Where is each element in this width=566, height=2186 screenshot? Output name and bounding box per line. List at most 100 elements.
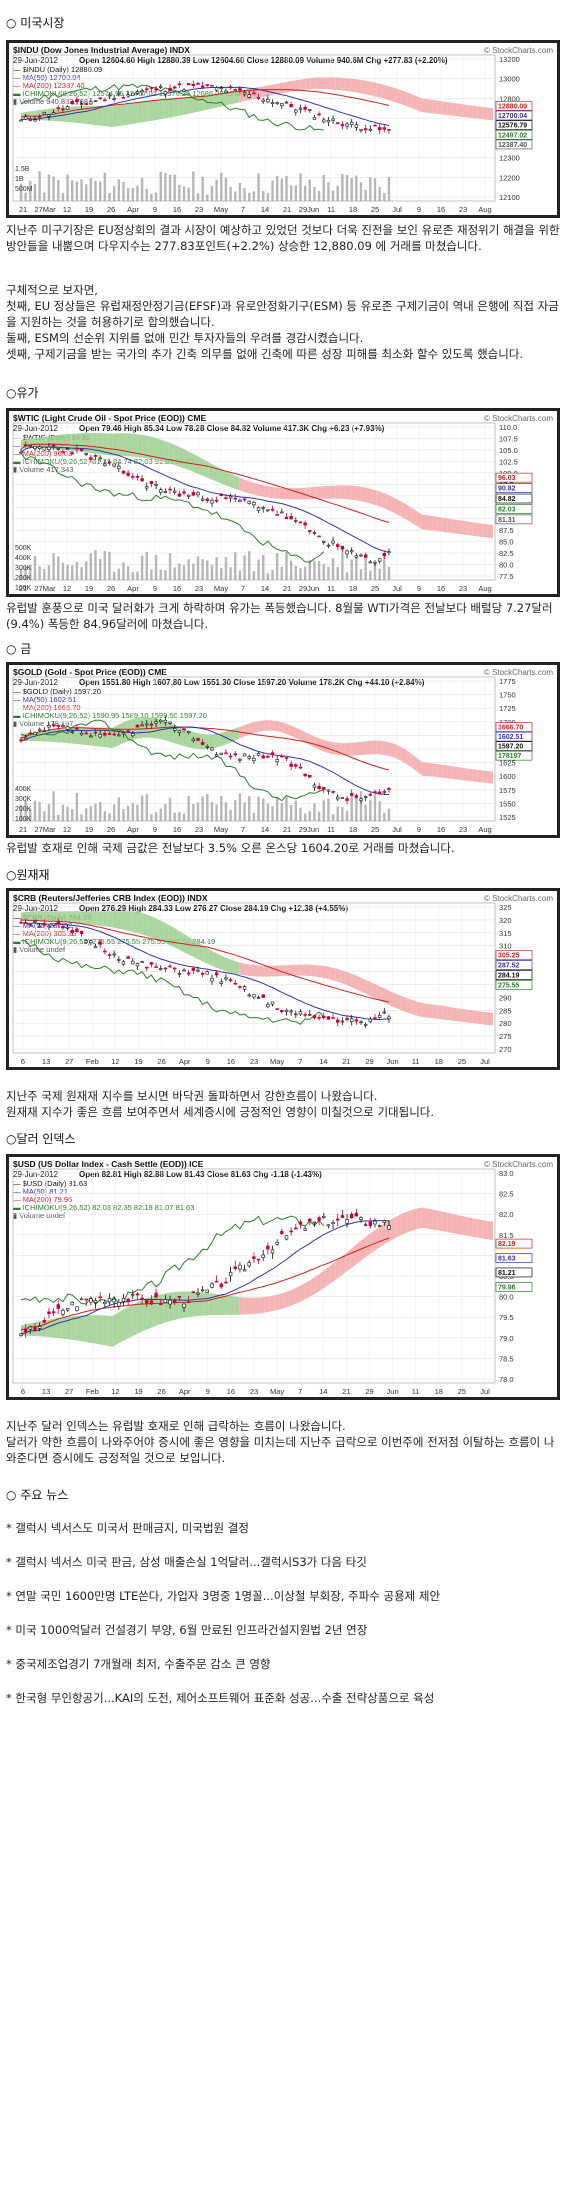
x-tick-label: 26 bbox=[107, 584, 115, 593]
ichimoku-cloud bbox=[193, 1291, 199, 1317]
y-tick-label: 320 bbox=[499, 916, 512, 925]
ichimoku-cloud bbox=[315, 965, 321, 978]
candle-body bbox=[33, 732, 37, 735]
candle-body bbox=[270, 509, 275, 511]
volume-bar bbox=[80, 814, 83, 821]
volume-bar bbox=[317, 561, 321, 580]
candle-body bbox=[261, 1254, 265, 1258]
volume-bar bbox=[322, 563, 325, 580]
ichimoku-cloud bbox=[279, 965, 285, 977]
volume-bar bbox=[192, 171, 195, 201]
x-tick-label: 21 bbox=[19, 205, 27, 214]
ichimoku-cloud bbox=[462, 1009, 468, 1023]
candle-body bbox=[42, 1320, 46, 1323]
candle-body bbox=[363, 128, 368, 131]
last-value-tag bbox=[495, 100, 533, 111]
ichimoku-cloud bbox=[97, 105, 103, 126]
ichimoku-cloud bbox=[350, 742, 356, 756]
ichimoku-cloud bbox=[244, 88, 250, 102]
candle-body bbox=[163, 967, 168, 970]
ichimoku-cloud bbox=[203, 94, 209, 111]
volume-bar bbox=[369, 570, 372, 580]
candle-body bbox=[219, 1283, 223, 1288]
volume-bar bbox=[373, 178, 377, 201]
volume-bar bbox=[201, 796, 204, 821]
ichimoku-cloud bbox=[213, 733, 219, 749]
volume-tick-label: 500K bbox=[15, 545, 32, 552]
ichimoku-cloud bbox=[97, 911, 103, 927]
ichimoku-cloud bbox=[269, 486, 275, 499]
ichimoku-cloud bbox=[350, 973, 356, 990]
candle-body bbox=[56, 448, 60, 450]
candle-body bbox=[308, 109, 312, 111]
ichimoku-cloud bbox=[376, 1225, 382, 1250]
ichimoku-cloud bbox=[310, 77, 316, 89]
candle-body bbox=[242, 498, 247, 501]
ichimoku-cloud bbox=[457, 103, 463, 117]
ichimoku-cloud bbox=[371, 488, 377, 506]
ichimoku-cloud bbox=[432, 1209, 438, 1231]
ichimoku-cloud bbox=[163, 921, 169, 945]
x-tick-label: 21 bbox=[283, 825, 291, 834]
candle-body bbox=[23, 116, 28, 120]
candle-body bbox=[126, 472, 130, 476]
candle-body bbox=[270, 102, 275, 104]
ichimoku-cloud bbox=[462, 104, 468, 118]
volume-bar bbox=[196, 802, 200, 821]
x-tick-label: 16 bbox=[437, 825, 445, 834]
candle-body bbox=[154, 88, 158, 91]
candle-body bbox=[308, 1218, 312, 1222]
x-tick-label: 19 bbox=[134, 1057, 142, 1066]
candle-body bbox=[228, 979, 233, 981]
candle-body bbox=[349, 1018, 354, 1022]
ichimoku-cloud bbox=[325, 740, 331, 754]
candle-body bbox=[359, 129, 363, 131]
volume-bar bbox=[364, 555, 367, 580]
us-market-summary: 지난주 미구기장은 EU정상회의 결과 시장이 예상하고 있었던 것보다 더욱 … bbox=[6, 222, 560, 254]
candle-body bbox=[79, 732, 84, 736]
ichimoku-cloud bbox=[147, 717, 153, 738]
last-value-label: 90.82 bbox=[498, 486, 516, 493]
candle-body bbox=[121, 97, 126, 99]
candle-body bbox=[28, 732, 33, 735]
candle-body bbox=[173, 728, 177, 731]
ichimoku-cloud bbox=[259, 720, 265, 732]
chart-legend-price: — $GOLD (Daily) 1597.20 bbox=[13, 687, 101, 696]
candle-body bbox=[275, 102, 279, 105]
candle-body bbox=[214, 972, 219, 976]
candle-body bbox=[103, 950, 107, 953]
ichimoku-cloud bbox=[218, 1294, 225, 1315]
candle-body bbox=[377, 127, 382, 131]
candle-body bbox=[317, 535, 321, 538]
candle-body bbox=[56, 1304, 60, 1309]
ichimoku-cloud bbox=[86, 1315, 93, 1344]
candle-body bbox=[42, 112, 46, 115]
candle-body bbox=[117, 1302, 121, 1307]
ichimoku-cloud bbox=[26, 911, 32, 920]
ichimoku-cloud bbox=[41, 436, 47, 449]
x-tick-label: 23 bbox=[459, 825, 467, 834]
candle-body bbox=[47, 446, 51, 450]
volume-bar bbox=[159, 569, 162, 580]
us-detail-third: 셋째, 구제기금을 받는 국가의 추가 긴축 의무를 없애 긴축에 따른 성장 … bbox=[6, 347, 524, 361]
ichimoku-cloud bbox=[66, 1316, 72, 1340]
ichimoku-cloud bbox=[274, 965, 280, 977]
ichimoku-cloud bbox=[442, 517, 448, 533]
ichimoku-cloud bbox=[396, 88, 402, 105]
candle-body bbox=[382, 1011, 387, 1014]
ichimoku-cloud bbox=[401, 90, 407, 107]
y-tick-label: 13000 bbox=[499, 75, 520, 84]
ichimoku-cloud bbox=[427, 99, 433, 114]
candle-body bbox=[294, 764, 298, 767]
volume-bar bbox=[266, 573, 270, 580]
y-tick-label: 85.0 bbox=[499, 538, 514, 547]
ichimoku-cloud bbox=[432, 516, 438, 532]
candle-body bbox=[191, 83, 196, 87]
ichimoku-cloud bbox=[325, 1265, 331, 1287]
ichimoku-cloud bbox=[447, 1212, 453, 1233]
x-tick-label: 11 bbox=[412, 1387, 420, 1396]
volume-bar bbox=[61, 804, 65, 821]
gold-body: 유럽발 호재로 인해 국제 금값은 전날보다 3.5% 오른 온스당 1604.… bbox=[6, 841, 455, 855]
candle-body bbox=[317, 1017, 321, 1019]
candle-body bbox=[75, 447, 79, 450]
